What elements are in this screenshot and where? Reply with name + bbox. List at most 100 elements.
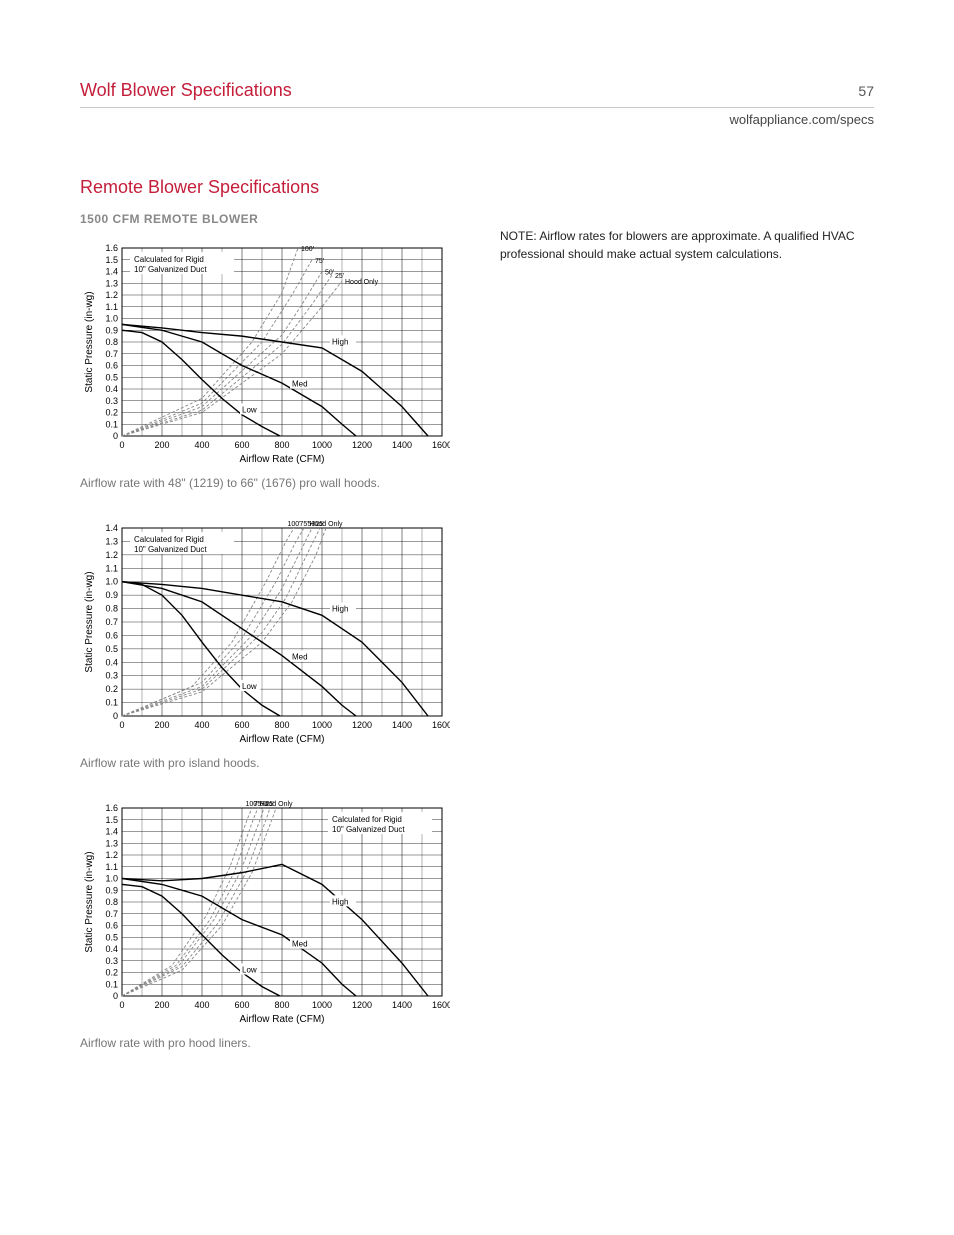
svg-text:600: 600 <box>234 1000 249 1010</box>
svg-text:400: 400 <box>194 720 209 730</box>
svg-text:1.3: 1.3 <box>105 278 118 288</box>
svg-text:0.9: 0.9 <box>105 885 118 895</box>
svg-text:10" Galvanized Duct: 10" Galvanized Duct <box>134 265 207 274</box>
subsection-title: 1500 CFM REMOTE BLOWER <box>80 212 460 226</box>
svg-text:0.5: 0.5 <box>105 644 118 654</box>
svg-text:1.4: 1.4 <box>105 523 118 533</box>
svg-text:1.0: 1.0 <box>105 874 118 884</box>
svg-text:0.1: 0.1 <box>105 979 118 989</box>
svg-text:0.6: 0.6 <box>105 630 118 640</box>
svg-text:1.1: 1.1 <box>105 563 118 573</box>
svg-text:0.4: 0.4 <box>105 384 118 394</box>
svg-text:Low: Low <box>242 406 257 415</box>
svg-text:1.4: 1.4 <box>105 827 118 837</box>
svg-text:Low: Low <box>242 682 257 691</box>
svg-text:200: 200 <box>154 1000 169 1010</box>
svg-text:1.6: 1.6 <box>105 803 118 813</box>
svg-text:Airflow Rate (CFM): Airflow Rate (CFM) <box>239 1014 324 1025</box>
svg-text:0: 0 <box>113 991 118 1001</box>
svg-text:1.3: 1.3 <box>105 536 118 546</box>
svg-text:0: 0 <box>119 720 124 730</box>
svg-text:1.5: 1.5 <box>105 255 118 265</box>
chart-2-caption: Airflow rate with pro island hoods. <box>80 756 460 770</box>
svg-text:0.3: 0.3 <box>105 956 118 966</box>
svg-text:0.9: 0.9 <box>105 590 118 600</box>
svg-text:0.5: 0.5 <box>105 932 118 942</box>
svg-text:Med: Med <box>292 653 308 662</box>
svg-text:Calculated for Rigid: Calculated for Rigid <box>134 255 204 264</box>
svg-text:0.8: 0.8 <box>105 337 118 347</box>
svg-text:600: 600 <box>234 440 249 450</box>
svg-text:1600: 1600 <box>432 1000 450 1010</box>
svg-text:1.1: 1.1 <box>105 862 118 872</box>
svg-text:0.9: 0.9 <box>105 325 118 335</box>
svg-text:0.2: 0.2 <box>105 968 118 978</box>
svg-text:0: 0 <box>113 431 118 441</box>
svg-text:100': 100' <box>301 246 314 253</box>
svg-text:400: 400 <box>194 440 209 450</box>
svg-text:0.8: 0.8 <box>105 604 118 614</box>
svg-text:25': 25' <box>335 273 344 280</box>
svg-text:800: 800 <box>274 1000 289 1010</box>
svg-text:Med: Med <box>292 940 308 949</box>
svg-text:1000: 1000 <box>312 440 332 450</box>
svg-text:Hood Only: Hood Only <box>309 521 343 528</box>
svg-text:0.1: 0.1 <box>105 419 118 429</box>
svg-text:High: High <box>332 337 348 346</box>
svg-text:800: 800 <box>274 440 289 450</box>
svg-text:0: 0 <box>119 1000 124 1010</box>
svg-text:Hood Only: Hood Only <box>345 279 379 286</box>
svg-text:1.2: 1.2 <box>105 290 118 300</box>
svg-text:High: High <box>332 604 348 613</box>
svg-text:1.0: 1.0 <box>105 314 118 324</box>
section-title: Remote Blower Specifications <box>80 177 460 198</box>
svg-text:1.4: 1.4 <box>105 267 118 277</box>
svg-text:600: 600 <box>234 720 249 730</box>
svg-text:1400: 1400 <box>392 720 412 730</box>
svg-text:Hood Only: Hood Only <box>259 801 293 808</box>
svg-text:Static Pressure (in-wg): Static Pressure (in-wg) <box>84 851 95 952</box>
svg-text:Low: Low <box>242 966 257 975</box>
svg-text:1200: 1200 <box>352 720 372 730</box>
chart-2: 0200400600800100012001400160000.10.20.30… <box>80 514 460 746</box>
svg-text:Airflow Rate (CFM): Airflow Rate (CFM) <box>239 454 324 465</box>
svg-text:1.2: 1.2 <box>105 550 118 560</box>
svg-text:Calculated for Rigid: Calculated for Rigid <box>332 815 402 824</box>
page-header: Wolf Blower Specifications 57 <box>80 80 874 108</box>
svg-text:0.8: 0.8 <box>105 897 118 907</box>
svg-text:75': 75' <box>315 258 324 265</box>
svg-text:1400: 1400 <box>392 1000 412 1010</box>
svg-text:1600: 1600 <box>432 440 450 450</box>
svg-text:0.5: 0.5 <box>105 372 118 382</box>
svg-text:Airflow Rate (CFM): Airflow Rate (CFM) <box>239 734 324 745</box>
svg-text:1.6: 1.6 <box>105 243 118 253</box>
svg-text:Static Pressure (in-wg): Static Pressure (in-wg) <box>84 291 95 392</box>
svg-text:0: 0 <box>119 440 124 450</box>
note-text: NOTE: Airflow rates for blowers are appr… <box>500 227 874 263</box>
svg-text:Static Pressure (in-wg): Static Pressure (in-wg) <box>84 571 95 672</box>
svg-text:1.3: 1.3 <box>105 838 118 848</box>
chart-3: 0200400600800100012001400160000.10.20.30… <box>80 794 460 1026</box>
svg-text:1.0: 1.0 <box>105 577 118 587</box>
svg-text:1.2: 1.2 <box>105 850 118 860</box>
svg-text:1600: 1600 <box>432 720 450 730</box>
svg-text:1.5: 1.5 <box>105 815 118 825</box>
svg-text:0.1: 0.1 <box>105 698 118 708</box>
svg-text:0.4: 0.4 <box>105 944 118 954</box>
svg-text:1400: 1400 <box>392 440 412 450</box>
header-title: Wolf Blower Specifications <box>80 80 292 101</box>
page-number: 57 <box>858 83 874 99</box>
svg-text:0.7: 0.7 <box>105 349 118 359</box>
svg-text:0.6: 0.6 <box>105 921 118 931</box>
svg-text:400: 400 <box>194 1000 209 1010</box>
svg-text:0.3: 0.3 <box>105 396 118 406</box>
svg-text:800: 800 <box>274 720 289 730</box>
svg-text:0.2: 0.2 <box>105 684 118 694</box>
chart-1-caption: Airflow rate with 48" (1219) to 66" (167… <box>80 476 460 490</box>
header-url: wolfappliance.com/specs <box>80 112 874 127</box>
svg-text:0.2: 0.2 <box>105 408 118 418</box>
svg-text:50': 50' <box>325 270 334 277</box>
svg-text:200: 200 <box>154 720 169 730</box>
svg-text:1200: 1200 <box>352 1000 372 1010</box>
svg-text:0.7: 0.7 <box>105 617 118 627</box>
